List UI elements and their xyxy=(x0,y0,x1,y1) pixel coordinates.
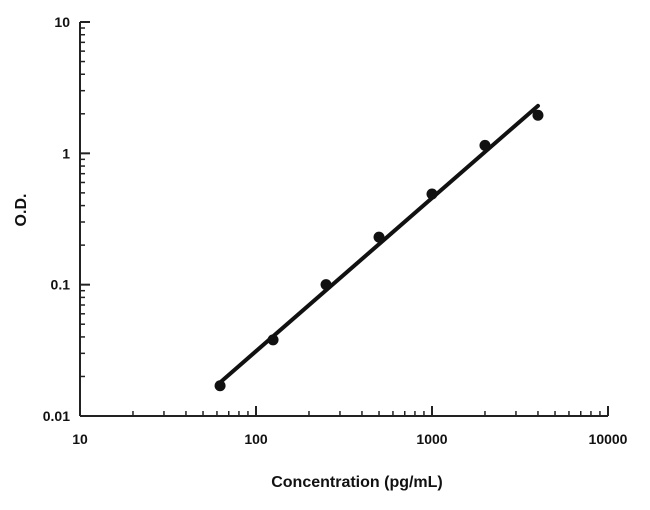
y-tick-label: 1 xyxy=(62,145,70,161)
x-tick-label: 10 xyxy=(72,431,88,447)
data-point xyxy=(320,279,332,291)
y-tick-label: 10 xyxy=(54,14,70,30)
data-point xyxy=(373,231,385,243)
y-axis-title: O.D. xyxy=(13,194,30,227)
x-tick-label: 10000 xyxy=(589,431,628,447)
x-tick-label: 100 xyxy=(244,431,268,447)
data-point xyxy=(426,188,438,200)
y-tick-label: 0.1 xyxy=(51,277,71,293)
axes xyxy=(79,22,608,417)
y-tick-label: 0.01 xyxy=(43,408,70,424)
x-axis-title: Concentration (pg/mL) xyxy=(271,474,443,491)
data-point xyxy=(532,109,544,121)
x-tick-label: 1000 xyxy=(416,431,447,447)
data-point xyxy=(267,334,279,346)
data-point xyxy=(479,139,491,151)
tick-marks xyxy=(79,21,609,417)
data-point xyxy=(214,380,226,392)
tick-labels: 10 100 1000 10000 0.01 0.1 1 10 xyxy=(43,14,628,447)
data-points xyxy=(214,109,544,392)
